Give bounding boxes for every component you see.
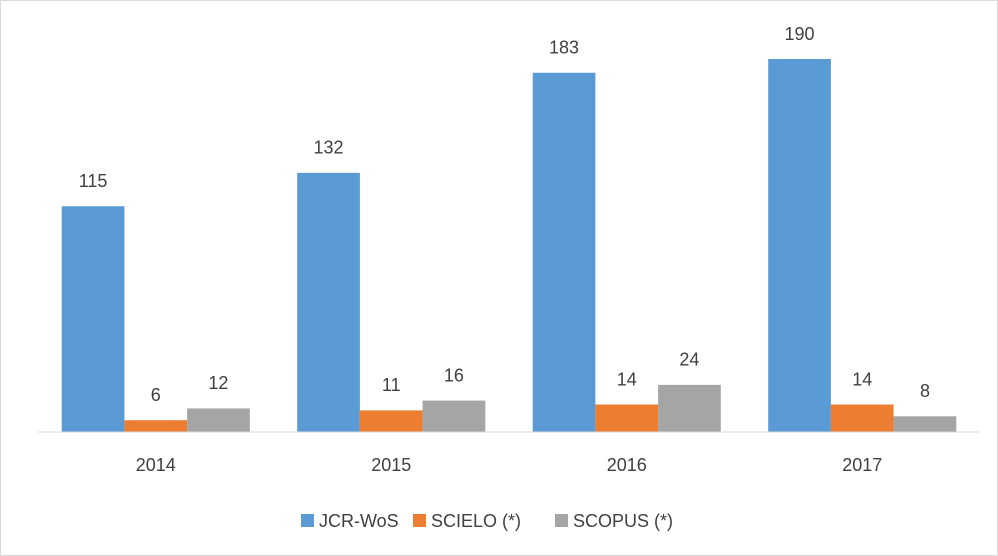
bar (124, 420, 188, 432)
bar (61, 206, 125, 432)
legend-label: SCIELO (*) (431, 511, 521, 531)
bar (359, 410, 423, 432)
legend-swatch (301, 514, 314, 527)
value-label: 14 (617, 369, 637, 389)
value-label: 115 (79, 171, 108, 191)
x-tick-label: 2017 (842, 455, 882, 475)
bar (595, 404, 659, 432)
value-label: 183 (549, 37, 579, 57)
bar (658, 384, 721, 432)
bar (532, 72, 596, 433)
value-label: 6 (151, 385, 161, 405)
bar (187, 408, 250, 432)
value-label: 14 (852, 369, 872, 389)
bar (768, 59, 831, 432)
legend-label: JCR-WoS (319, 511, 399, 531)
bar (297, 172, 360, 432)
value-label: 132 (314, 138, 344, 158)
x-tick-label: 2015 (371, 455, 411, 475)
value-label: 8 (920, 381, 930, 401)
value-label: 11 (382, 375, 401, 395)
value-label: 190 (785, 24, 815, 44)
legend-swatch (413, 514, 426, 527)
x-tick-label: 2014 (136, 455, 176, 475)
bar (830, 404, 894, 432)
value-label: 16 (444, 365, 464, 385)
bar (422, 400, 486, 432)
legend-swatch (555, 514, 568, 527)
value-label: 12 (208, 373, 228, 393)
bar (893, 416, 957, 432)
value-label: 24 (679, 350, 699, 370)
x-tick-label: 2016 (607, 455, 647, 475)
legend-label: SCOPUS (*) (573, 511, 673, 531)
